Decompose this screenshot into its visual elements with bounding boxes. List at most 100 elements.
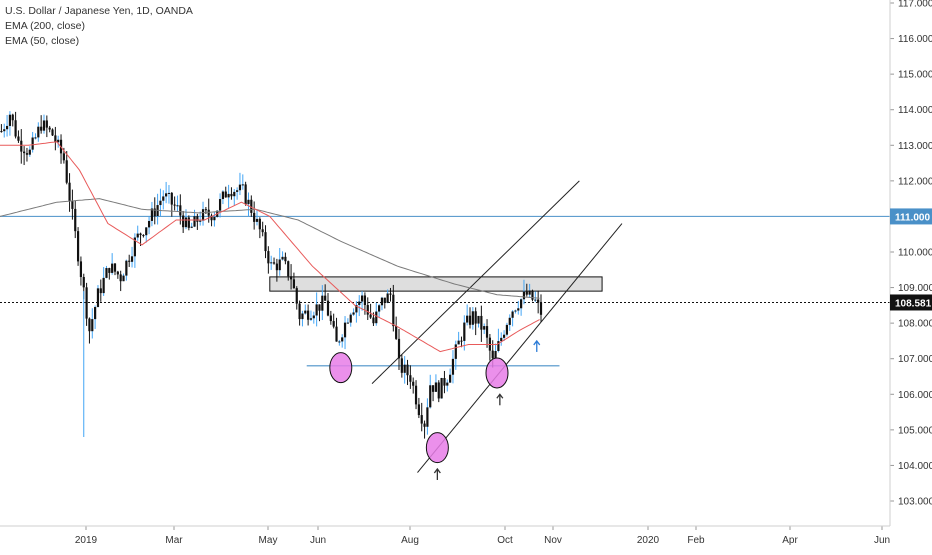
x-tick-label: Apr	[782, 535, 798, 546]
candle-body	[62, 153, 65, 161]
candle-body	[443, 378, 446, 386]
candle-body	[253, 212, 256, 222]
legend-ema200: EMA (200, close)	[5, 20, 85, 32]
candle-body	[210, 215, 213, 221]
candle-body	[17, 136, 20, 141]
candle-body	[184, 217, 188, 228]
candle-body	[74, 208, 77, 232]
y-tick-label: 112.000	[898, 176, 932, 187]
candle-body	[332, 321, 335, 327]
ema200-line	[0, 198, 540, 299]
y-tick-label: 114.000	[898, 105, 932, 116]
candle-body	[434, 382, 438, 392]
candle-body	[278, 259, 281, 271]
candle-body	[125, 260, 128, 276]
y-tick-label: 117.000	[898, 0, 932, 10]
candle-body	[349, 314, 352, 323]
candle-body	[326, 300, 330, 316]
candle-body	[358, 301, 361, 305]
candle-body	[23, 151, 26, 154]
candle-body	[380, 297, 384, 306]
arrow-head	[496, 393, 504, 399]
candle-body	[159, 200, 162, 206]
candle-body	[343, 322, 347, 338]
candle-body	[5, 125, 9, 130]
candle-body	[236, 190, 239, 192]
candle-body	[312, 315, 315, 319]
candle-body	[244, 184, 247, 205]
candle-body	[366, 305, 369, 315]
candle-body	[346, 322, 349, 324]
candle-body	[468, 315, 472, 325]
candle-body	[204, 209, 207, 211]
candle-body	[423, 423, 426, 427]
current-price-tag	[890, 294, 932, 311]
candle-body	[335, 326, 338, 342]
candle-body	[162, 196, 165, 201]
candle-body	[485, 326, 489, 338]
candle-body	[153, 208, 156, 217]
candle-body	[108, 268, 111, 273]
y-tick-label: 115.000	[898, 70, 932, 81]
candle-body	[295, 288, 298, 304]
highlight-circle	[425, 432, 449, 464]
candle-body	[48, 127, 51, 130]
candle-body	[130, 256, 134, 262]
candle-body	[321, 295, 324, 311]
y-tick-label: 104.000	[898, 461, 932, 472]
candle-body	[426, 407, 429, 427]
candle-body	[221, 191, 225, 200]
candle-body	[88, 318, 91, 332]
candle-body	[199, 220, 202, 222]
candle-body	[196, 216, 199, 222]
candle-body	[3, 129, 6, 132]
candle-body	[139, 233, 142, 236]
highlight-circle	[485, 357, 509, 389]
candle-body	[457, 340, 460, 345]
candle-body	[119, 274, 122, 282]
candle-body	[471, 311, 474, 325]
candle-body	[150, 208, 154, 221]
chart-title: U.S. Dollar / Japanese Yen, 1D, OANDA	[5, 5, 193, 17]
candle-body	[187, 217, 190, 228]
candle-body	[298, 303, 301, 320]
x-tick-label: Feb	[687, 535, 705, 546]
candle-body	[94, 307, 97, 320]
candle-body	[318, 304, 321, 311]
candle-body	[40, 126, 43, 131]
candle-body	[28, 149, 31, 155]
candle-body	[79, 261, 83, 278]
candle-body	[255, 218, 259, 222]
candle-body	[54, 135, 57, 143]
candle-body	[466, 315, 469, 323]
candle-body	[491, 350, 494, 359]
candle-body	[440, 378, 443, 399]
candle-body	[170, 192, 173, 205]
candle-body	[147, 220, 151, 228]
candle-body	[406, 364, 409, 376]
candle-body	[145, 227, 148, 236]
candle-body	[241, 184, 244, 186]
candle-body	[386, 293, 389, 303]
candle-body	[292, 279, 296, 289]
candle-body	[65, 160, 68, 183]
candle-body	[68, 182, 71, 202]
candle-body	[483, 326, 486, 330]
candle-body	[338, 341, 341, 343]
candle-body	[261, 229, 264, 233]
candle-body	[8, 114, 12, 126]
candle-body	[142, 235, 145, 237]
candle-body	[329, 315, 332, 322]
candle-body	[264, 232, 267, 252]
y-tick-label: 110.000	[898, 248, 932, 259]
candle-body	[378, 305, 381, 312]
y-tick-label: 116.000	[898, 34, 932, 45]
candle-body	[502, 334, 506, 338]
candle-body	[272, 262, 276, 264]
candle-body	[128, 260, 131, 262]
candle-body	[383, 297, 386, 303]
candle-body	[14, 120, 17, 137]
y-tick-label: 113.000	[898, 141, 932, 152]
candle-body	[304, 310, 307, 314]
